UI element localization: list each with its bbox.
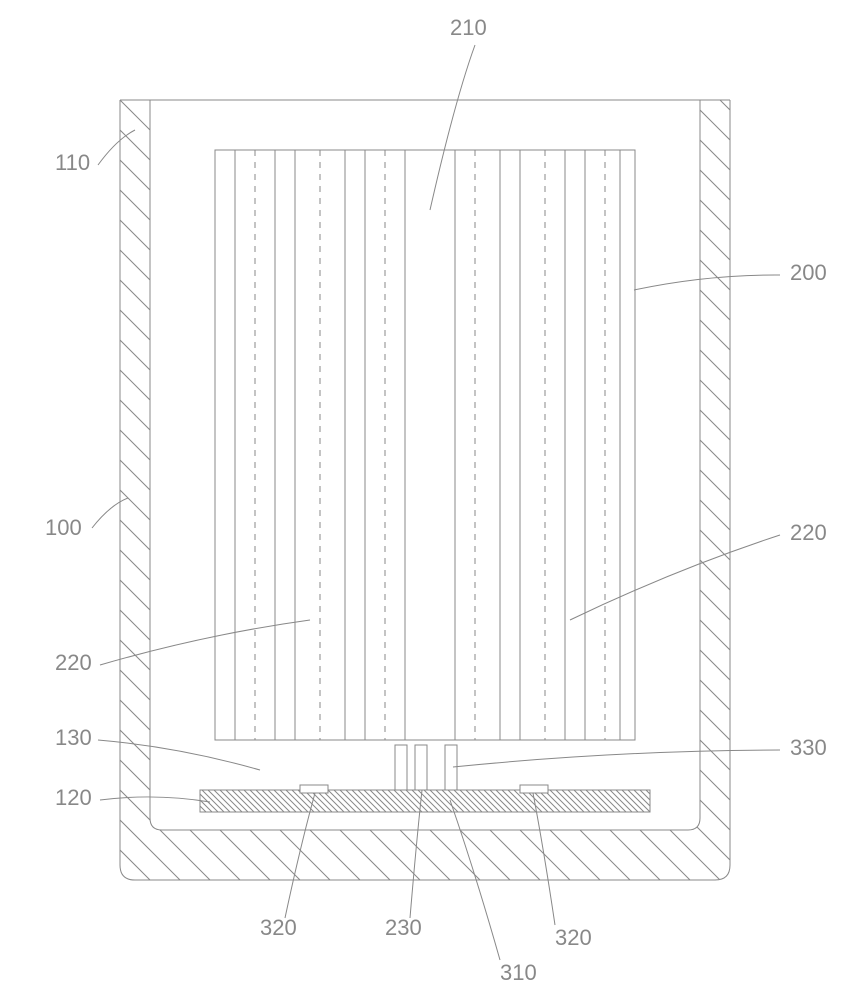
svg-text:100: 100 <box>45 515 82 540</box>
svg-text:330: 330 <box>790 735 827 760</box>
svg-text:230: 230 <box>385 915 422 940</box>
patent-diagram: 210 110 200 100 220 220 130 330 120 320 230 320 310 <box>0 0 850 1000</box>
svg-text:220: 220 <box>55 650 92 675</box>
svg-text:210: 210 <box>450 15 487 40</box>
svg-text:200: 200 <box>790 260 827 285</box>
svg-text:130: 130 <box>55 725 92 750</box>
svg-text:310: 310 <box>500 960 537 985</box>
svg-text:120: 120 <box>55 785 92 810</box>
diagram-container: 210 110 200 100 220 220 130 330 120 320 230 320 310 <box>0 0 850 1000</box>
svg-text:320: 320 <box>260 915 297 940</box>
svg-text:320: 320 <box>555 925 592 950</box>
svg-text:220: 220 <box>790 520 827 545</box>
svg-text:110: 110 <box>55 150 90 175</box>
